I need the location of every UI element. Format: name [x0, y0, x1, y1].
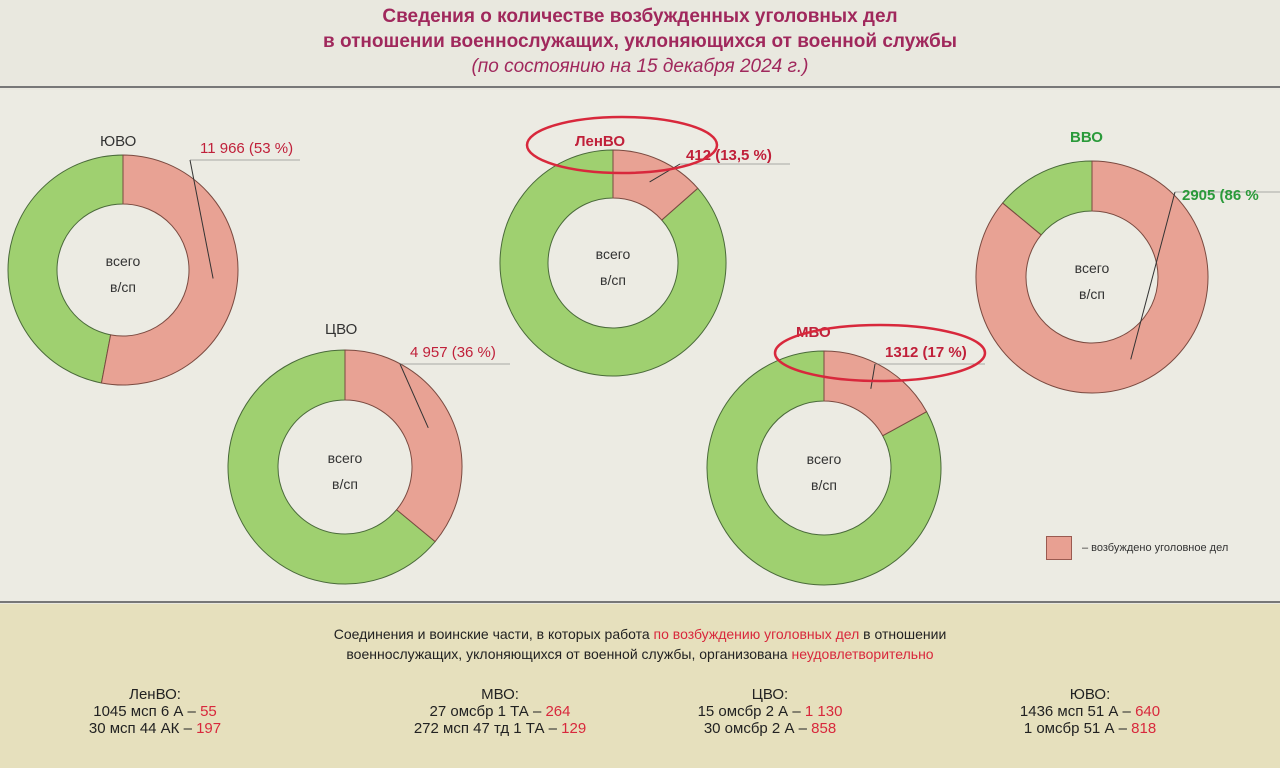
- center-label: всего: [106, 253, 141, 269]
- units-group: ЮВО: 1436 мсп 51 А – 640 1 омсбр 51 А – 81…: [980, 686, 1200, 737]
- center-label: всего: [596, 246, 631, 262]
- donut-segment-other: [227, 349, 436, 585]
- units-district: ЦВО:: [751, 686, 789, 703]
- donut-segment-criminal-case: [612, 149, 699, 221]
- district-label: ЮВО: [100, 133, 136, 150]
- data-label: 2905 (86 %: [1182, 187, 1259, 204]
- district-label: ЛенВО: [575, 133, 625, 150]
- units-district: ЮВО:: [1069, 686, 1111, 703]
- data-label: 412 (13,5 %): [686, 147, 772, 164]
- donut-segment-criminal-case: [344, 349, 463, 543]
- legend: – возбуждено уголовное дел: [1046, 536, 1228, 560]
- center-label: всего: [1075, 260, 1110, 276]
- data-label: 11 966 (53 %): [200, 140, 293, 157]
- unit-row: 30 мсп 44 АК – 197: [88, 720, 222, 737]
- donut-segment-criminal-case: [100, 154, 239, 386]
- highlight-circle: [773, 323, 987, 383]
- units-group: ЦВО: 15 омсбр 2 А – 1 130 30 омсбр 2 А – 8…: [660, 686, 880, 737]
- district-label: ВВО: [1070, 129, 1103, 146]
- leader-line: [649, 163, 681, 183]
- leader-line: [870, 363, 876, 389]
- units-section: Соединения и воинские части, в которых р…: [0, 604, 1280, 768]
- units-district: МВО:: [481, 686, 519, 703]
- data-label: 1312 (17 %): [885, 344, 967, 361]
- center-label: в/сп: [110, 279, 136, 295]
- leader-line: [189, 159, 214, 279]
- district-label: ЦВО: [325, 321, 357, 338]
- center-label: в/сп: [811, 477, 837, 493]
- center-label: в/сп: [600, 272, 626, 288]
- units-district: ЛенВО:: [129, 686, 181, 703]
- unit-row: 1436 мсп 51 А – 640: [1019, 703, 1161, 720]
- unit-row: 15 омсбр 2 А – 1 130: [697, 703, 843, 720]
- title-line-2: в отношении военнослужащих, уклоняющихся…: [323, 31, 957, 52]
- donut-segment-criminal-case: [975, 160, 1209, 394]
- donut-segment-other: [706, 350, 942, 586]
- divider: [0, 601, 1280, 603]
- note-text: Соединения и воинские части, в которых р…: [333, 626, 947, 662]
- highlight-circle: [525, 115, 719, 175]
- unit-row: 30 омсбр 2 А – 858: [703, 720, 837, 737]
- units-group: МВО: 27 омсбр 1 ТА – 264 272 мсп 47 тд 1 Т…: [390, 686, 610, 737]
- legend-label: – возбуждено уголовное дел: [1082, 542, 1229, 554]
- legend-swatch: [1046, 536, 1072, 560]
- leader-line: [399, 363, 429, 429]
- divider: [0, 86, 1280, 88]
- unit-row: 1045 мсп 6 А – 55: [93, 703, 217, 720]
- donut-segment-other: [7, 154, 124, 384]
- donut-segment-other: [499, 149, 727, 377]
- unit-row: 27 омсбр 1 ТА – 264: [429, 703, 571, 720]
- chart-title: Сведения о количестве возбужденных уголо…: [0, 4, 1280, 79]
- donut-segment-criminal-case: [823, 350, 928, 437]
- leader-line: [1130, 191, 1176, 360]
- title-line-1: Сведения о количестве возбужденных уголо…: [382, 6, 898, 27]
- center-label: всего: [807, 451, 842, 467]
- units-group: ЛенВО: 1045 мсп 6 А – 55 30 мсп 44 АК – 19…: [45, 686, 265, 737]
- data-label: 4 957 (36 %): [410, 344, 496, 361]
- center-label: в/сп: [1079, 286, 1105, 302]
- unit-row: 272 мсп 47 тд 1 ТА – 129: [413, 720, 587, 737]
- center-label: всего: [328, 450, 363, 466]
- title-date: (по состоянию на 15 декабря 2024 г.): [471, 56, 809, 77]
- unit-row: 1 омсбр 51 А – 818: [1023, 720, 1157, 737]
- center-label: в/сп: [332, 476, 358, 492]
